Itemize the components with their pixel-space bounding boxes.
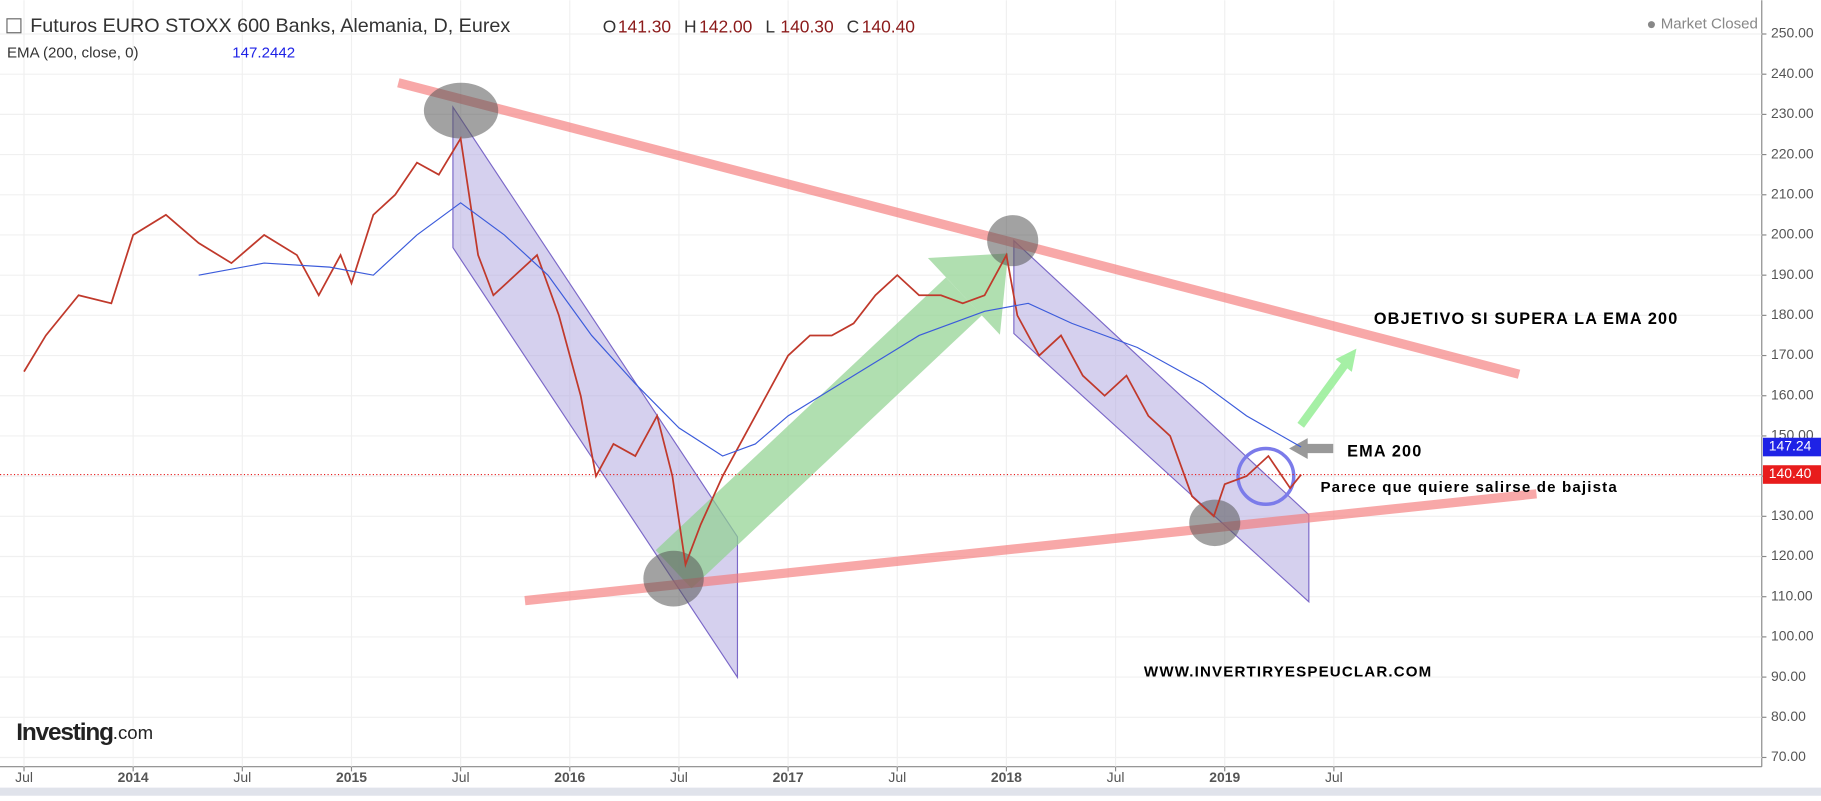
annotation: WWW.INVERTIRYESPEUCLAR.COM <box>1144 664 1432 681</box>
y-tick-label: 170.00 <box>1771 346 1814 362</box>
ema-arrow-head <box>1289 438 1308 459</box>
annotation: EMA 200 <box>1347 442 1422 460</box>
x-tick-label: Jul <box>888 769 906 785</box>
price-tag <box>1762 465 1821 484</box>
annotation: OBJETIVO SI SUPERA LA EMA 200 <box>1374 310 1679 328</box>
y-tick-label: 180.00 <box>1771 306 1814 322</box>
y-tick-label: 230.00 <box>1771 105 1814 121</box>
x-tick-label: 2017 <box>773 769 804 785</box>
series-line <box>23 135 1302 568</box>
trend-arrow-head <box>927 253 1009 335</box>
x-tick-label: Jul <box>1325 769 1343 785</box>
x-tick-label: 2018 <box>991 769 1022 785</box>
ohlc-value: 141.30 <box>618 17 671 37</box>
ohlc-name: L <box>765 17 775 37</box>
logo: Investing.com <box>16 720 153 747</box>
x-tick-label: Jul <box>15 769 33 785</box>
price-tag-label: 140.40 <box>1769 465 1812 481</box>
highlight <box>423 82 499 139</box>
y-tick-label: 110.00 <box>1771 587 1813 603</box>
y-tick-label: 220.00 <box>1771 145 1814 161</box>
series-line <box>198 202 1302 457</box>
x-tick-label: Jul <box>670 769 688 785</box>
indicator-name: EMA (200, close, 0) <box>7 45 139 62</box>
x-tick-label: Jul <box>1107 769 1125 785</box>
drawings <box>397 78 1537 680</box>
y-tick-label: 70.00 <box>1771 748 1806 764</box>
price-tag-label: 147.24 <box>1769 438 1812 454</box>
channel <box>452 105 739 680</box>
target-arrow-head <box>1335 348 1357 372</box>
ohlc-name: O <box>603 17 617 37</box>
trend-arrow <box>655 277 982 589</box>
highlight-ring <box>1236 446 1296 507</box>
y-tick-label: 100.00 <box>1771 628 1814 644</box>
ohlc-value: 140.30 <box>780 17 833 37</box>
y-tick-label: 120.00 <box>1771 547 1814 563</box>
scrollbar <box>0 787 1821 796</box>
y-tick-label: 240.00 <box>1771 65 1814 81</box>
y-tick-label: 200.00 <box>1771 226 1814 242</box>
target-arrow <box>1297 362 1349 428</box>
x-tick-label: 2016 <box>554 769 585 785</box>
y-tick-label: 210.00 <box>1771 185 1814 201</box>
ohlc: O 141.30 H 142.00 L 140.30 C 140.40 <box>603 17 915 37</box>
x-tick-label: Jul <box>233 769 251 785</box>
x-tick-label: 2014 <box>118 769 149 785</box>
annotation: Parece que quiere salirse de bajista <box>1320 479 1617 496</box>
logo-brand: Investing <box>16 720 113 747</box>
y-tick-label: 130.00 <box>1771 507 1814 523</box>
ohlc-value: 140.40 <box>862 17 915 37</box>
collapse-icon[interactable] <box>6 18 22 34</box>
market-status: Market Closed <box>1661 16 1758 33</box>
resistance-line <box>397 78 1521 379</box>
indicator-value: 147.2442 <box>232 45 295 62</box>
x-tick-label: 2015 <box>336 769 367 785</box>
y-tick-label: 160.00 <box>1771 386 1814 402</box>
y-tick-label: 250.00 <box>1771 25 1814 41</box>
y-tick-label: 190.00 <box>1771 266 1814 282</box>
y-tick-label: 90.00 <box>1771 668 1806 684</box>
highlight <box>643 550 704 607</box>
chart-title: Futuros EURO STOXX 600 Banks, Alemania, … <box>30 15 510 37</box>
highlight <box>987 215 1039 267</box>
x-tick-label: 2019 <box>1209 769 1240 785</box>
ohlc-name: H <box>684 17 697 37</box>
logo-suffix: .com <box>113 722 153 743</box>
ohlc-name: C <box>847 17 860 37</box>
plot <box>0 135 1762 568</box>
price-tag <box>1762 437 1821 457</box>
status-dot <box>1647 21 1655 29</box>
ohlc-value: 142.00 <box>699 17 752 37</box>
x-tick-label: Jul <box>452 769 470 785</box>
y-tick-label: 80.00 <box>1771 708 1806 724</box>
highlight <box>1189 499 1241 547</box>
